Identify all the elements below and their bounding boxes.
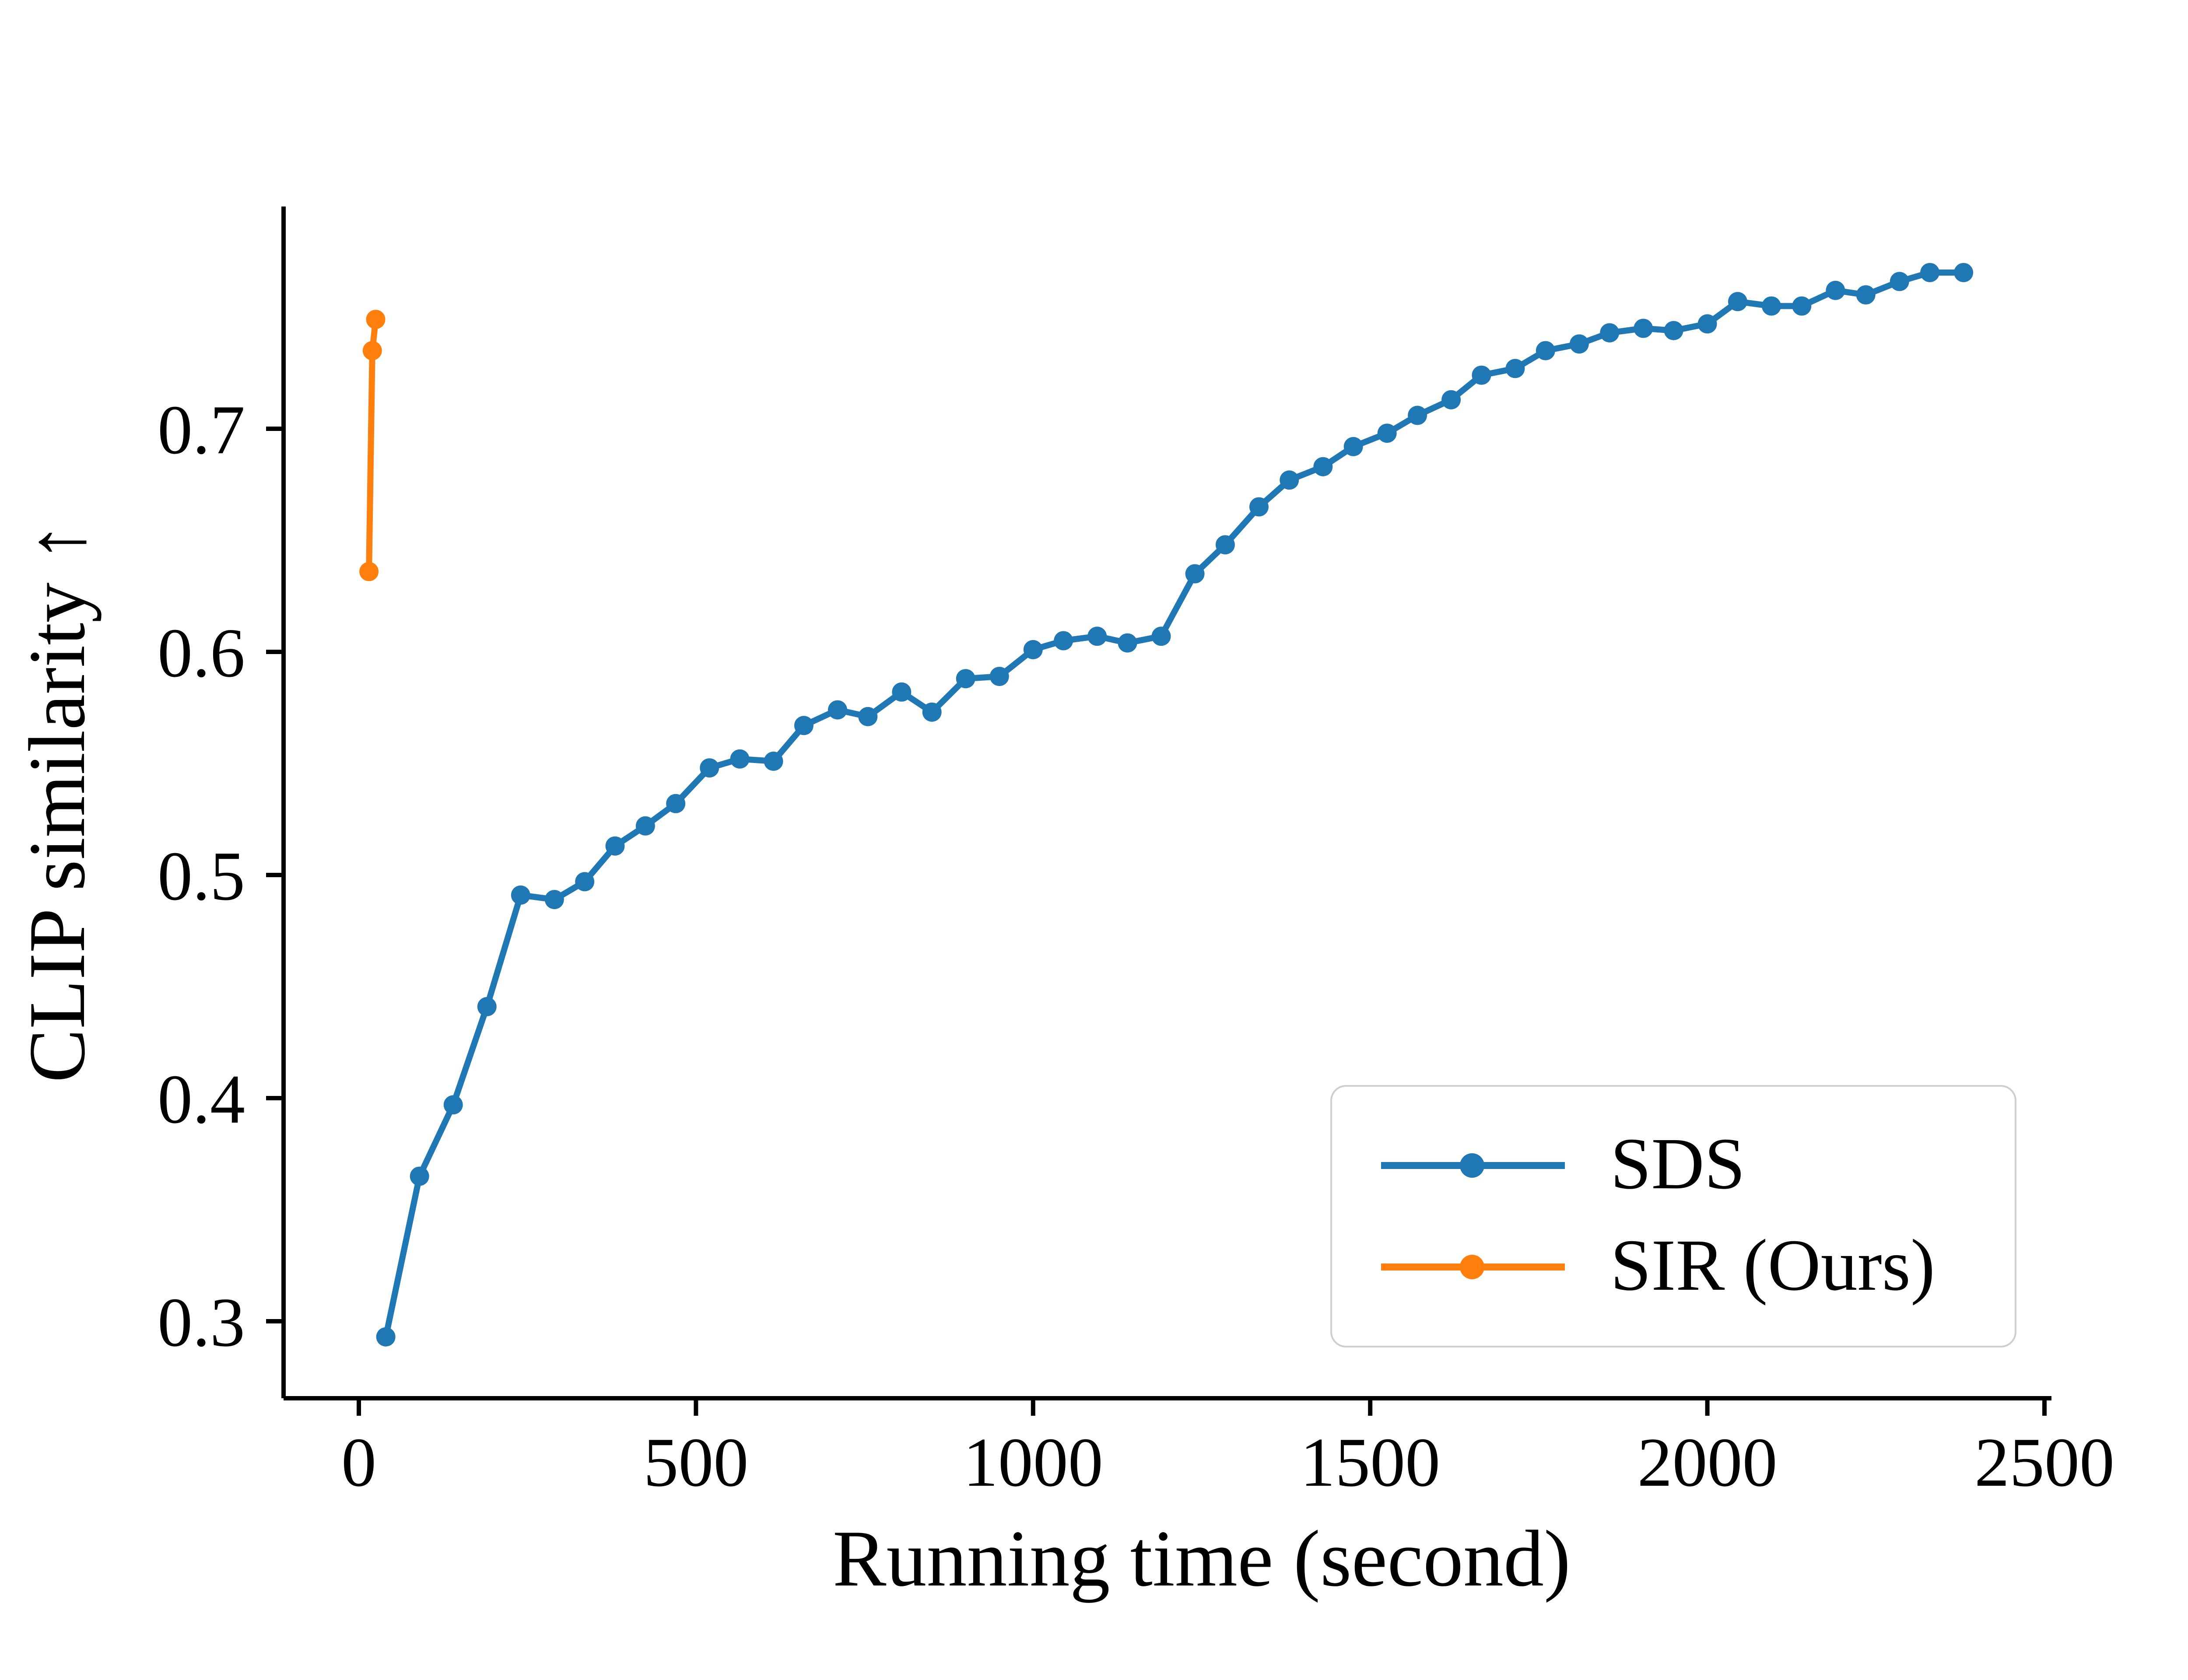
- sds-data-point: [1697, 314, 1717, 334]
- x-tick-label: 2500: [1974, 1423, 2114, 1501]
- sds-legend-marker: [1381, 1152, 1565, 1179]
- sds-data-point: [1569, 334, 1589, 354]
- y-axis-label: CLIP similarity ↑: [12, 522, 102, 1082]
- sds-data-point: [764, 751, 783, 771]
- sds-data-point: [1856, 285, 1876, 304]
- sds-data-point: [1792, 296, 1812, 316]
- sds-data-point: [635, 816, 655, 836]
- sds-data-point: [575, 872, 595, 892]
- sds-data-point: [1600, 323, 1620, 343]
- sir-ours-data-point: [359, 562, 379, 581]
- sds-data-point: [511, 885, 530, 905]
- sds-data-point: [794, 716, 813, 735]
- sds-data-point: [1343, 437, 1363, 456]
- sds-data-point: [828, 700, 847, 720]
- sds-data-point: [1441, 390, 1461, 410]
- sds-data-point: [1826, 280, 1845, 300]
- sds-data-point: [1118, 633, 1137, 653]
- sds-data-point: [1761, 296, 1781, 316]
- sir-legend-marker: [1381, 1254, 1565, 1280]
- sir-ours-data-point: [362, 341, 382, 360]
- sds-data-point: [1472, 365, 1491, 385]
- sds-data-point: [1920, 263, 1940, 282]
- x-tick-label: 2000: [1637, 1423, 1778, 1501]
- sds-data-point: [1536, 341, 1555, 360]
- sds-data-point: [605, 836, 625, 856]
- sds-data-point: [410, 1166, 429, 1186]
- sds-data-point: [1408, 406, 1427, 425]
- sds-data-point: [1664, 321, 1683, 340]
- y-tick-label: 0.7: [158, 391, 245, 469]
- y-tick-label: 0.3: [158, 1283, 245, 1361]
- y-tick-label: 0.5: [158, 837, 245, 915]
- sds-data-point: [1954, 263, 1974, 282]
- sds-data-point: [1023, 640, 1043, 659]
- sds-data-point: [544, 890, 564, 910]
- sds-data-point: [1185, 564, 1205, 584]
- sds-data-point: [989, 667, 1009, 686]
- x-tick-label: 0: [341, 1423, 376, 1501]
- sds-legend-dot: [1460, 1153, 1484, 1178]
- legend: SDS SIR (Ours): [1330, 1085, 2016, 1348]
- sds-data-point: [1377, 424, 1397, 443]
- sds-data-point: [1054, 631, 1073, 651]
- sds-data-point: [1634, 318, 1653, 338]
- sds-data-point: [892, 682, 912, 702]
- x-axis-label: Running time (second): [833, 1514, 1571, 1603]
- sds-data-point: [922, 702, 942, 722]
- sds-data-point: [1151, 626, 1171, 646]
- sds-data-point: [1728, 292, 1747, 312]
- sds-data-point: [858, 707, 878, 726]
- legend-entry-sds: SDS: [1332, 1129, 2015, 1202]
- sds-data-point: [1087, 626, 1107, 646]
- sds-data-point: [477, 997, 497, 1016]
- sds-data-point: [1280, 470, 1299, 490]
- sir-legend-dot: [1460, 1255, 1484, 1279]
- x-tick-label: 1000: [963, 1423, 1103, 1501]
- x-tick-label: 500: [643, 1423, 748, 1501]
- sds-data-point: [956, 669, 975, 689]
- sds-data-point: [666, 794, 686, 813]
- sds-data-point: [1890, 272, 1909, 291]
- sds-data-point: [730, 749, 750, 769]
- sds-data-point: [376, 1327, 396, 1347]
- sds-data-point: [1505, 359, 1525, 378]
- legend-label-sir: SIR (Ours): [1610, 1227, 1935, 1307]
- x-tick-label: 1500: [1300, 1423, 1440, 1501]
- legend-label-sds: SDS: [1610, 1125, 1746, 1206]
- sds-data-point: [443, 1095, 463, 1115]
- sds-data-point: [700, 758, 719, 778]
- y-tick-label: 0.4: [158, 1060, 245, 1138]
- y-tick-label: 0.6: [158, 614, 245, 692]
- sir-ours-data-point: [366, 310, 386, 329]
- legend-entry-sir: SIR (Ours): [1332, 1230, 2015, 1304]
- sds-data-point: [1313, 457, 1333, 476]
- sds-data-point: [1249, 497, 1269, 517]
- sds-data-point: [1215, 535, 1235, 555]
